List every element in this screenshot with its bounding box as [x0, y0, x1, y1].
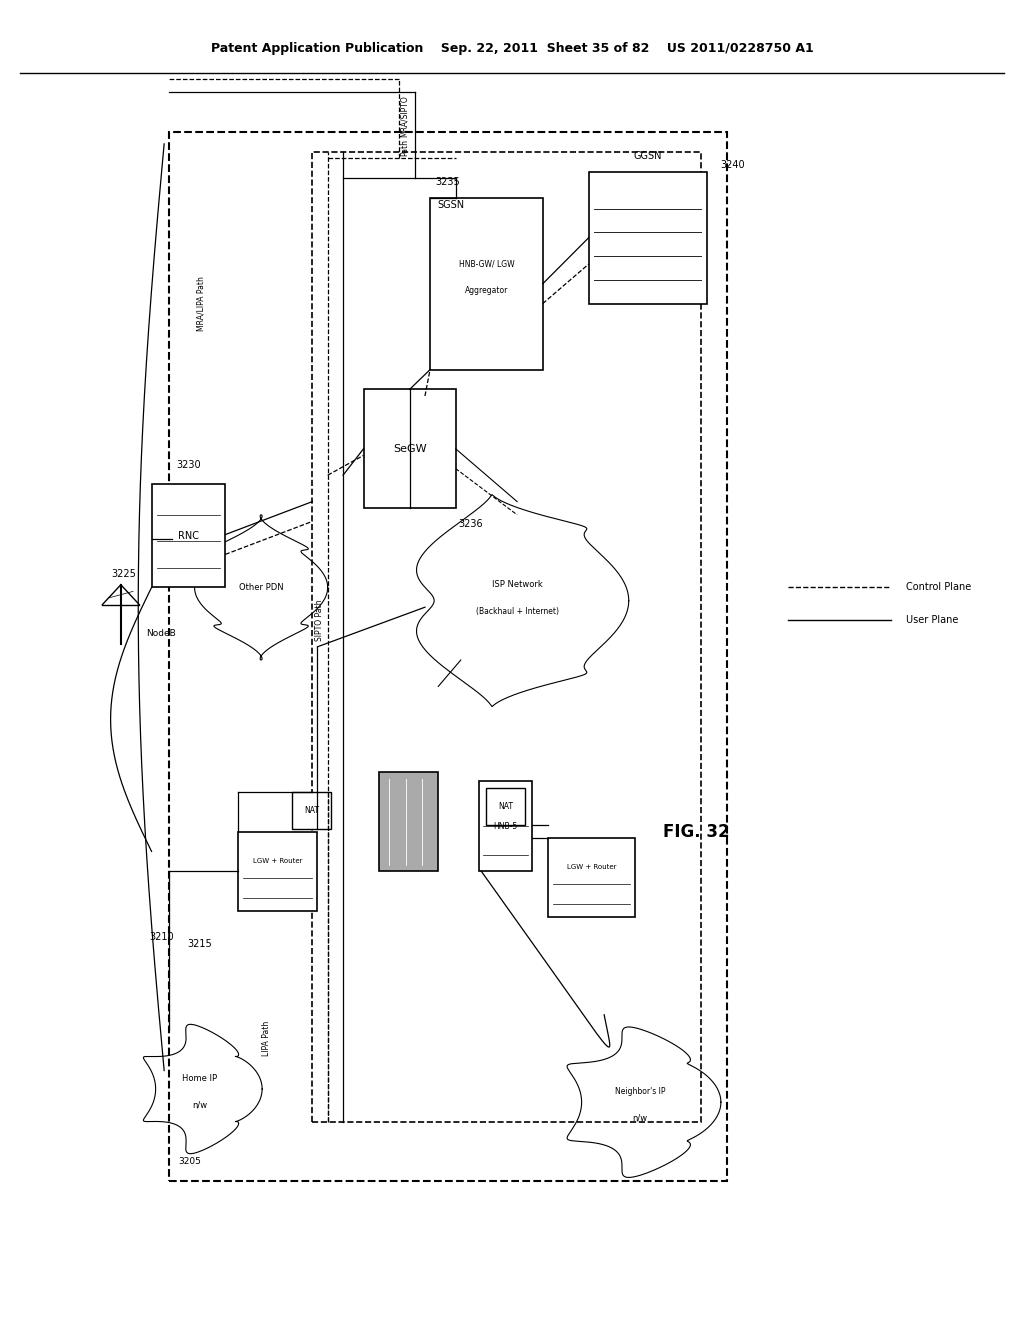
Text: NAT: NAT	[304, 807, 318, 814]
Text: LGW + Router: LGW + Router	[566, 865, 616, 870]
FancyBboxPatch shape	[548, 838, 635, 917]
Text: NAT: NAT	[499, 803, 513, 810]
FancyBboxPatch shape	[486, 788, 525, 825]
Text: HNB-5: HNB-5	[494, 822, 518, 830]
Text: FIG. 32: FIG. 32	[663, 822, 730, 841]
Text: 3215: 3215	[187, 939, 212, 949]
FancyBboxPatch shape	[589, 172, 707, 304]
Text: Control Plane: Control Plane	[906, 582, 972, 593]
Text: Path: Path	[400, 140, 409, 156]
Text: (Backhaul + Internet): (Backhaul + Internet)	[475, 607, 559, 615]
Text: ISP Network: ISP Network	[492, 581, 543, 589]
Text: n/w: n/w	[193, 1101, 207, 1109]
Text: Home IP: Home IP	[182, 1074, 217, 1082]
FancyBboxPatch shape	[292, 792, 331, 829]
FancyBboxPatch shape	[430, 198, 543, 370]
Text: 3205: 3205	[178, 1158, 201, 1166]
FancyBboxPatch shape	[364, 389, 456, 508]
Text: SIPTO Path: SIPTO Path	[315, 599, 324, 642]
Text: LGW + Router: LGW + Router	[253, 858, 302, 863]
Text: SGSN: SGSN	[437, 199, 464, 210]
FancyBboxPatch shape	[238, 832, 317, 911]
Text: SeGW: SeGW	[393, 444, 426, 454]
Text: MRA/SIPTO: MRA/SIPTO	[400, 95, 409, 137]
Text: Neighbor's IP: Neighbor's IP	[614, 1088, 666, 1096]
FancyBboxPatch shape	[379, 772, 438, 871]
Text: Patent Application Publication    Sep. 22, 2011  Sheet 35 of 82    US 2011/02287: Patent Application Publication Sep. 22, …	[211, 42, 813, 55]
Text: Aggregator: Aggregator	[465, 286, 508, 294]
Text: HNB-GW/ LGW: HNB-GW/ LGW	[459, 260, 514, 268]
Text: GGSN: GGSN	[634, 150, 662, 161]
Text: 3210: 3210	[150, 932, 174, 942]
FancyBboxPatch shape	[152, 484, 225, 587]
Text: RNC: RNC	[178, 531, 199, 541]
Text: 3240: 3240	[720, 160, 744, 170]
Text: Other PDN: Other PDN	[239, 583, 284, 591]
Text: LIPA Path: LIPA Path	[262, 1022, 270, 1056]
Text: MRA/LIPA Path: MRA/LIPA Path	[197, 276, 205, 331]
FancyBboxPatch shape	[479, 781, 532, 871]
Text: 3225: 3225	[112, 569, 136, 579]
Text: 3235: 3235	[435, 177, 460, 187]
Text: User Plane: User Plane	[906, 615, 958, 626]
Text: 3236: 3236	[459, 519, 483, 529]
Text: n/w: n/w	[633, 1114, 647, 1122]
Text: 3230: 3230	[176, 459, 201, 470]
Text: NodeB: NodeB	[146, 630, 176, 638]
